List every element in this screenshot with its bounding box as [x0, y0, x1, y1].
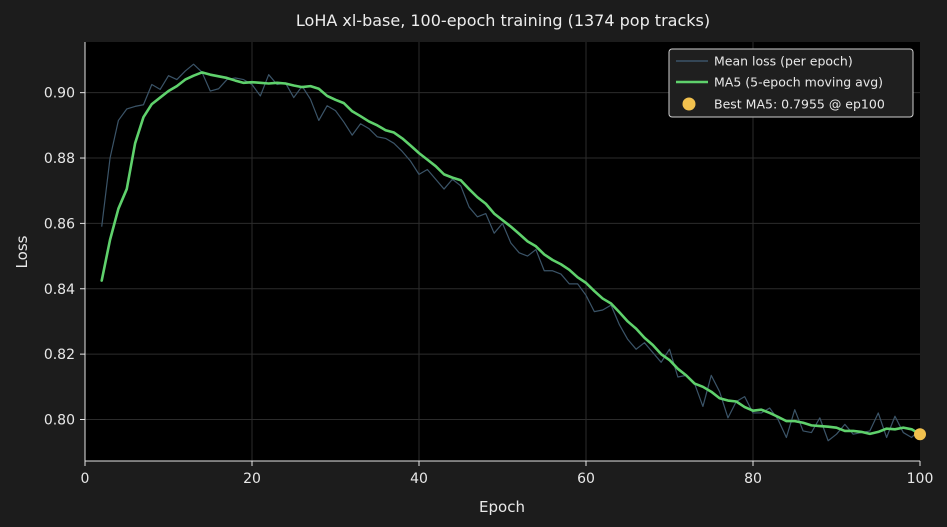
- y-tick-label: 0.88: [44, 151, 75, 167]
- x-tick-label: 100: [907, 471, 934, 487]
- series-ma5-line: [100, 71, 922, 436]
- chart-title: LoHA xl-base, 100-epoch training (1374 p…: [296, 11, 710, 30]
- legend-label-best: Best MA5: 0.7955 @ ep100: [714, 97, 885, 112]
- y-tick-label: 0.86: [44, 216, 75, 232]
- x-tick-label: 20: [243, 471, 261, 487]
- y-axis-label: Loss: [13, 235, 31, 268]
- legend-label-mean-loss: Mean loss (per epoch): [714, 54, 853, 69]
- y-tick-label: 0.80: [44, 412, 75, 428]
- best-ma5-marker: [914, 428, 926, 441]
- x-tick-label: 40: [410, 471, 428, 487]
- legend-box: [668, 48, 914, 118]
- tick-labels: 0 20 40 60 80 100 0.80 0.82 0.84 0.86 0.88 0.90: [44, 86, 934, 487]
- x-tick-label: 60: [577, 471, 595, 487]
- series-mean-loss-line: [101, 63, 921, 442]
- series-layer: [100, 63, 926, 442]
- legend-swatch-best: [682, 97, 696, 111]
- y-tick-label: 0.82: [44, 347, 75, 363]
- y-tick-label: 0.90: [44, 86, 75, 102]
- axes: [80, 42, 921, 466]
- legend-label-ma5: MA5 (5-epoch moving avg): [714, 75, 883, 90]
- x-tick-label: 80: [744, 471, 762, 487]
- x-axis-label: Epoch: [479, 498, 525, 516]
- y-tick-label: 0.84: [44, 282, 75, 298]
- legend: Mean loss (per epoch) MA5 (5-epoch movin…: [668, 48, 914, 118]
- x-tick-label: 0: [81, 471, 90, 487]
